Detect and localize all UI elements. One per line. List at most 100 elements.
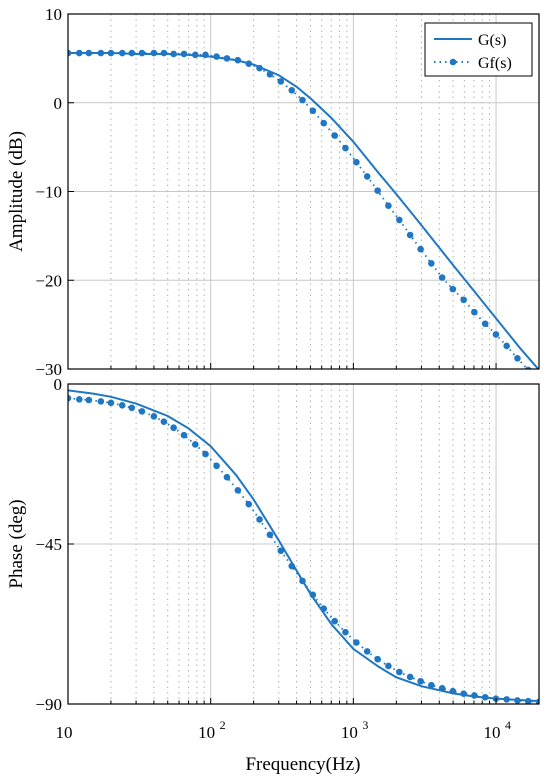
phase-series-gf-point — [202, 450, 209, 458]
amplitude-series-gf-point — [438, 274, 446, 281]
x-tick-label-exponent: 2 — [220, 718, 226, 732]
phase-series-gf-point — [503, 696, 510, 703]
x-tick-label: 10 — [198, 723, 215, 742]
phase-series-gf-point — [524, 697, 532, 704]
phase-y-tick-label: 0 — [54, 375, 63, 394]
amplitude-series-gf-point — [234, 56, 242, 64]
phase-series-gf-point — [460, 690, 467, 697]
x-tick-label: 10 — [341, 723, 358, 742]
amplitude-series-gf-point — [75, 49, 83, 57]
amplitude-series-gf-point — [481, 320, 489, 328]
legend-label-gf: Gf(s) — [478, 55, 512, 72]
amplitude-series-gf-point — [449, 285, 457, 293]
phase-series-gf-point — [97, 398, 105, 405]
phase-series-gf-point — [245, 500, 253, 508]
amplitude-series-gf-point — [503, 342, 510, 350]
amplitude-series-gf-point — [191, 51, 199, 59]
amplitude-series-gf-point — [160, 49, 168, 57]
amplitude-series-gf-point — [492, 331, 500, 338]
phase-series-gf-point — [449, 687, 457, 695]
amplitude-series-gf-point — [138, 49, 146, 57]
phase-series-gf-point — [213, 462, 220, 470]
amplitude-y-tick-label: 0 — [54, 94, 63, 113]
amplitude-series-gf-point — [417, 245, 424, 253]
x-tick-label: 10 — [56, 723, 73, 742]
amplitude-series-gf-point — [374, 187, 381, 194]
phase-series-gf-point — [406, 673, 414, 681]
phase-y-tick-label: −45 — [35, 535, 62, 554]
phase-series-gf-point — [342, 628, 349, 636]
phase-y-axis-label: Phase (deg) — [6, 499, 27, 588]
phase-series-gf-point — [288, 562, 296, 570]
amplitude-panel: 10 0 −10 −20 −30 Amplitude (dB) G(s) Gf(s) — [6, 5, 543, 383]
amplitude-y-tick-label: −30 — [35, 360, 62, 379]
phase-series-gf-point — [396, 668, 403, 676]
phase-series-gf-point — [353, 639, 360, 646]
phase-series-gf-point — [277, 547, 285, 555]
phase-series-gf-point — [428, 681, 435, 689]
amplitude-series-gf-point — [353, 158, 360, 166]
amplitude-series-gf-point — [180, 50, 188, 58]
amplitude-series-gf-point — [385, 202, 392, 209]
x-axis-label: Frequency(Hz) — [245, 754, 360, 775]
phase-series-gf-point — [180, 431, 188, 439]
phase-y-tick-label: −90 — [35, 695, 62, 714]
legend-label-g: G(s) — [478, 32, 506, 49]
phase-series-gf-point — [160, 418, 168, 425]
amplitude-series-gf-point — [68, 49, 72, 57]
phase-series-gf-point — [417, 677, 424, 685]
amplitude-series-gf-point — [320, 119, 328, 127]
amplitude-y-tick-label: 10 — [45, 5, 62, 24]
amplitude-series-gf-point — [363, 173, 371, 180]
amplitude-series-gf-point — [170, 50, 177, 58]
amplitude-y-axis-label: Amplitude (dB) — [6, 131, 27, 252]
amplitude-series-gf-point — [471, 308, 478, 316]
phase-series-gf-point — [385, 662, 392, 670]
phase-series-gf-point — [535, 698, 539, 704]
amplitude-series-gf-point — [85, 49, 93, 57]
phase-series-gf-point — [138, 408, 146, 415]
amplitude-series-gf-point — [256, 64, 263, 72]
amplitude-series-gf-point — [536, 376, 543, 383]
phase-series-gf-point — [150, 413, 158, 420]
phase-series-gf-point — [374, 655, 381, 663]
phase-series-gf-point — [85, 396, 93, 404]
amplitude-y-tick-label: −20 — [35, 271, 62, 290]
amplitude-series-gf-point — [213, 53, 220, 60]
phase-series-gf-point — [256, 516, 263, 523]
legend-box — [424, 22, 533, 77]
amplitude-series-gf-point — [525, 366, 532, 369]
amplitude-y-tick-label: −10 — [35, 183, 62, 202]
amplitude-series-gf-point — [245, 60, 253, 67]
phase-series-gf-point — [128, 404, 136, 412]
amplitude-series-gf-point — [223, 55, 231, 62]
amplitude-series-gf-point — [288, 87, 296, 94]
amplitude-series-gf-point — [428, 260, 435, 267]
phase-series-gf-point — [471, 692, 478, 699]
phase-series-gf-point — [234, 487, 242, 494]
x-tick-label: 10 — [484, 723, 501, 742]
phase-series-g-line — [68, 389, 539, 703]
amplitude-series-gf-point — [118, 49, 126, 57]
amplitude-series-gf-line — [68, 52, 529, 369]
phase-series-gf-point — [309, 591, 317, 599]
phase-series-gf-point — [331, 617, 339, 625]
phase-series-gf-point — [438, 685, 446, 692]
amplitude-series-gf-point — [309, 107, 317, 115]
phase-series-gf-point — [266, 531, 274, 539]
legend-marker-gf — [449, 58, 457, 66]
phase-series-gf-point — [481, 693, 489, 701]
phase-series-gf-point — [514, 697, 521, 704]
phase-series-gf-point — [363, 648, 371, 655]
amplitude-series-gf-point — [342, 144, 349, 152]
amplitude-series-gf-point — [460, 296, 467, 304]
amplitude-series-gf-point — [202, 51, 209, 59]
legend: G(s) Gf(s) — [424, 22, 533, 77]
x-tick-label-exponent: 4 — [505, 718, 511, 732]
amplitude-series-gf-point — [299, 96, 306, 104]
phase-series-gf-point — [170, 424, 177, 432]
amplitude-series-gf-point — [150, 49, 158, 57]
phase-series-gf-point — [68, 394, 72, 402]
phase-series-gf-point — [107, 399, 115, 407]
